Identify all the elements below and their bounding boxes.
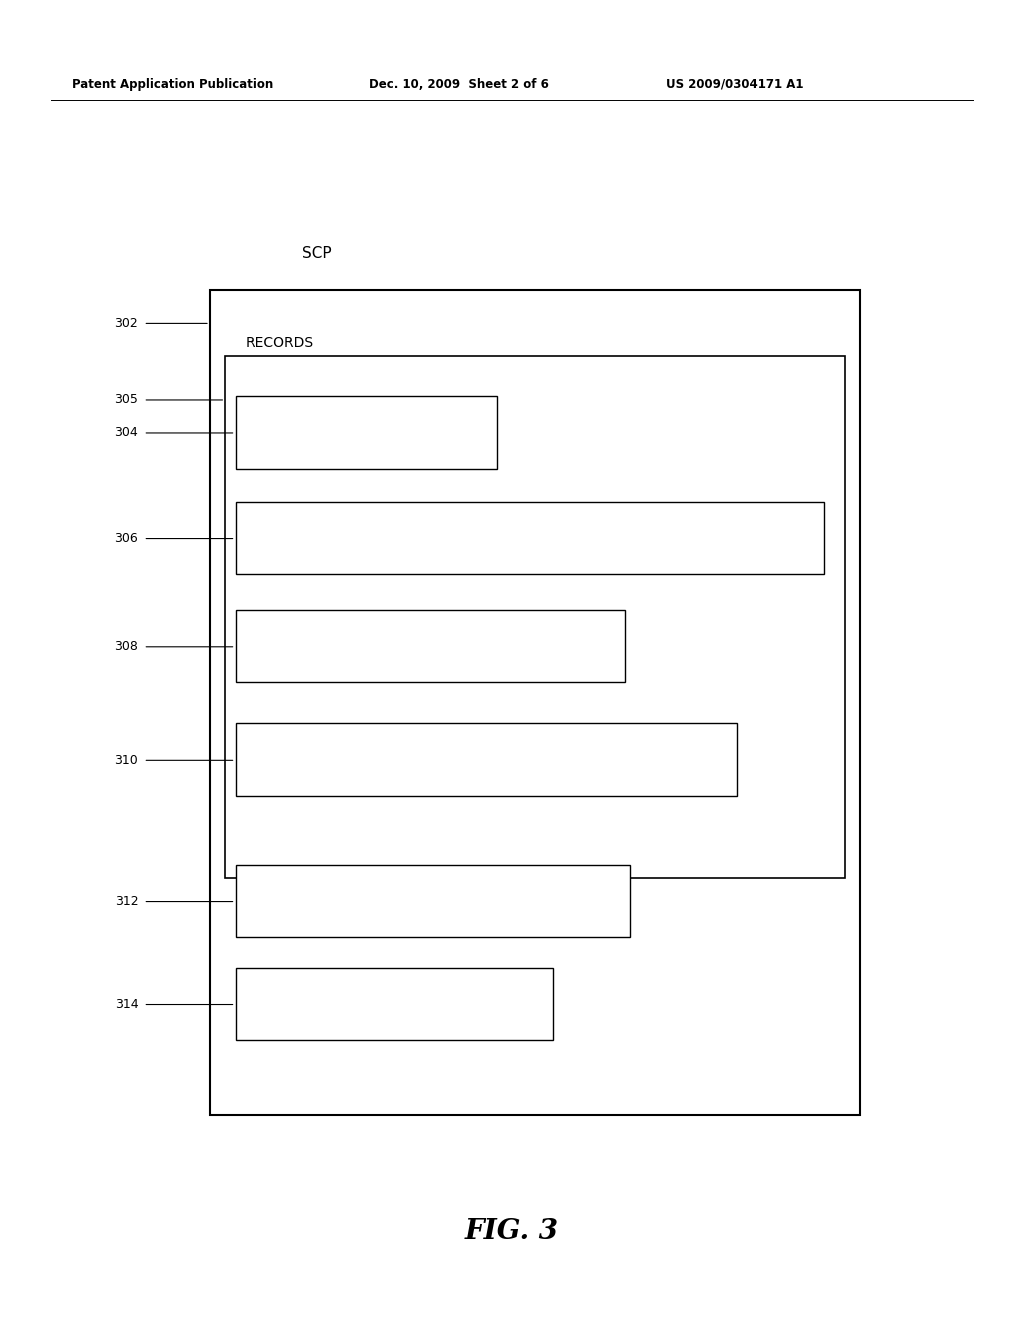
Text: RECORDS: RECORDS <box>246 337 314 350</box>
Bar <box>236 723 737 796</box>
Text: 305: 305 <box>115 393 138 407</box>
Text: LIST OF DISTINCTIVE RINGS: LIST OF DISTINCTIVE RINGS <box>249 895 422 907</box>
Text: SPECIFIED REDIRECT NUMBER ADDRESS: SPECIFIED REDIRECT NUMBER ADDRESS <box>249 754 503 766</box>
Text: Patent Application Publication: Patent Application Publication <box>72 78 273 91</box>
Bar <box>236 610 625 682</box>
Text: 304: 304 <box>115 426 138 440</box>
Bar <box>236 502 824 574</box>
Bar <box>236 396 497 469</box>
Text: 308: 308 <box>115 640 138 653</box>
Text: ADDRESS IDENTIFIER: ADDRESS IDENTIFIER <box>249 426 382 438</box>
Text: Dec. 10, 2009  Sheet 2 of 6: Dec. 10, 2009 Sheet 2 of 6 <box>369 78 549 91</box>
Text: REDIRECT CALL RING FEATURE ACTIVATION STATUS: REDIRECT CALL RING FEATURE ACTIVATION ST… <box>249 532 572 544</box>
Text: CALL LOGIC: CALL LOGIC <box>249 998 323 1010</box>
Text: 310: 310 <box>115 754 138 767</box>
Text: 312: 312 <box>115 895 138 908</box>
Text: FIG. 3: FIG. 3 <box>465 1218 559 1245</box>
Bar <box>236 865 630 937</box>
Text: 314: 314 <box>115 998 138 1011</box>
Text: 306: 306 <box>115 532 138 545</box>
Text: 302: 302 <box>115 317 138 330</box>
Text: SCP: SCP <box>302 246 332 261</box>
Text: US 2009/0304171 A1: US 2009/0304171 A1 <box>666 78 803 91</box>
Bar <box>225 356 845 878</box>
Bar <box>236 968 553 1040</box>
Bar <box>210 290 860 1115</box>
Text: SPECIFIED DISTINCTIVE RING(S): SPECIFIED DISTINCTIVE RING(S) <box>249 640 449 652</box>
